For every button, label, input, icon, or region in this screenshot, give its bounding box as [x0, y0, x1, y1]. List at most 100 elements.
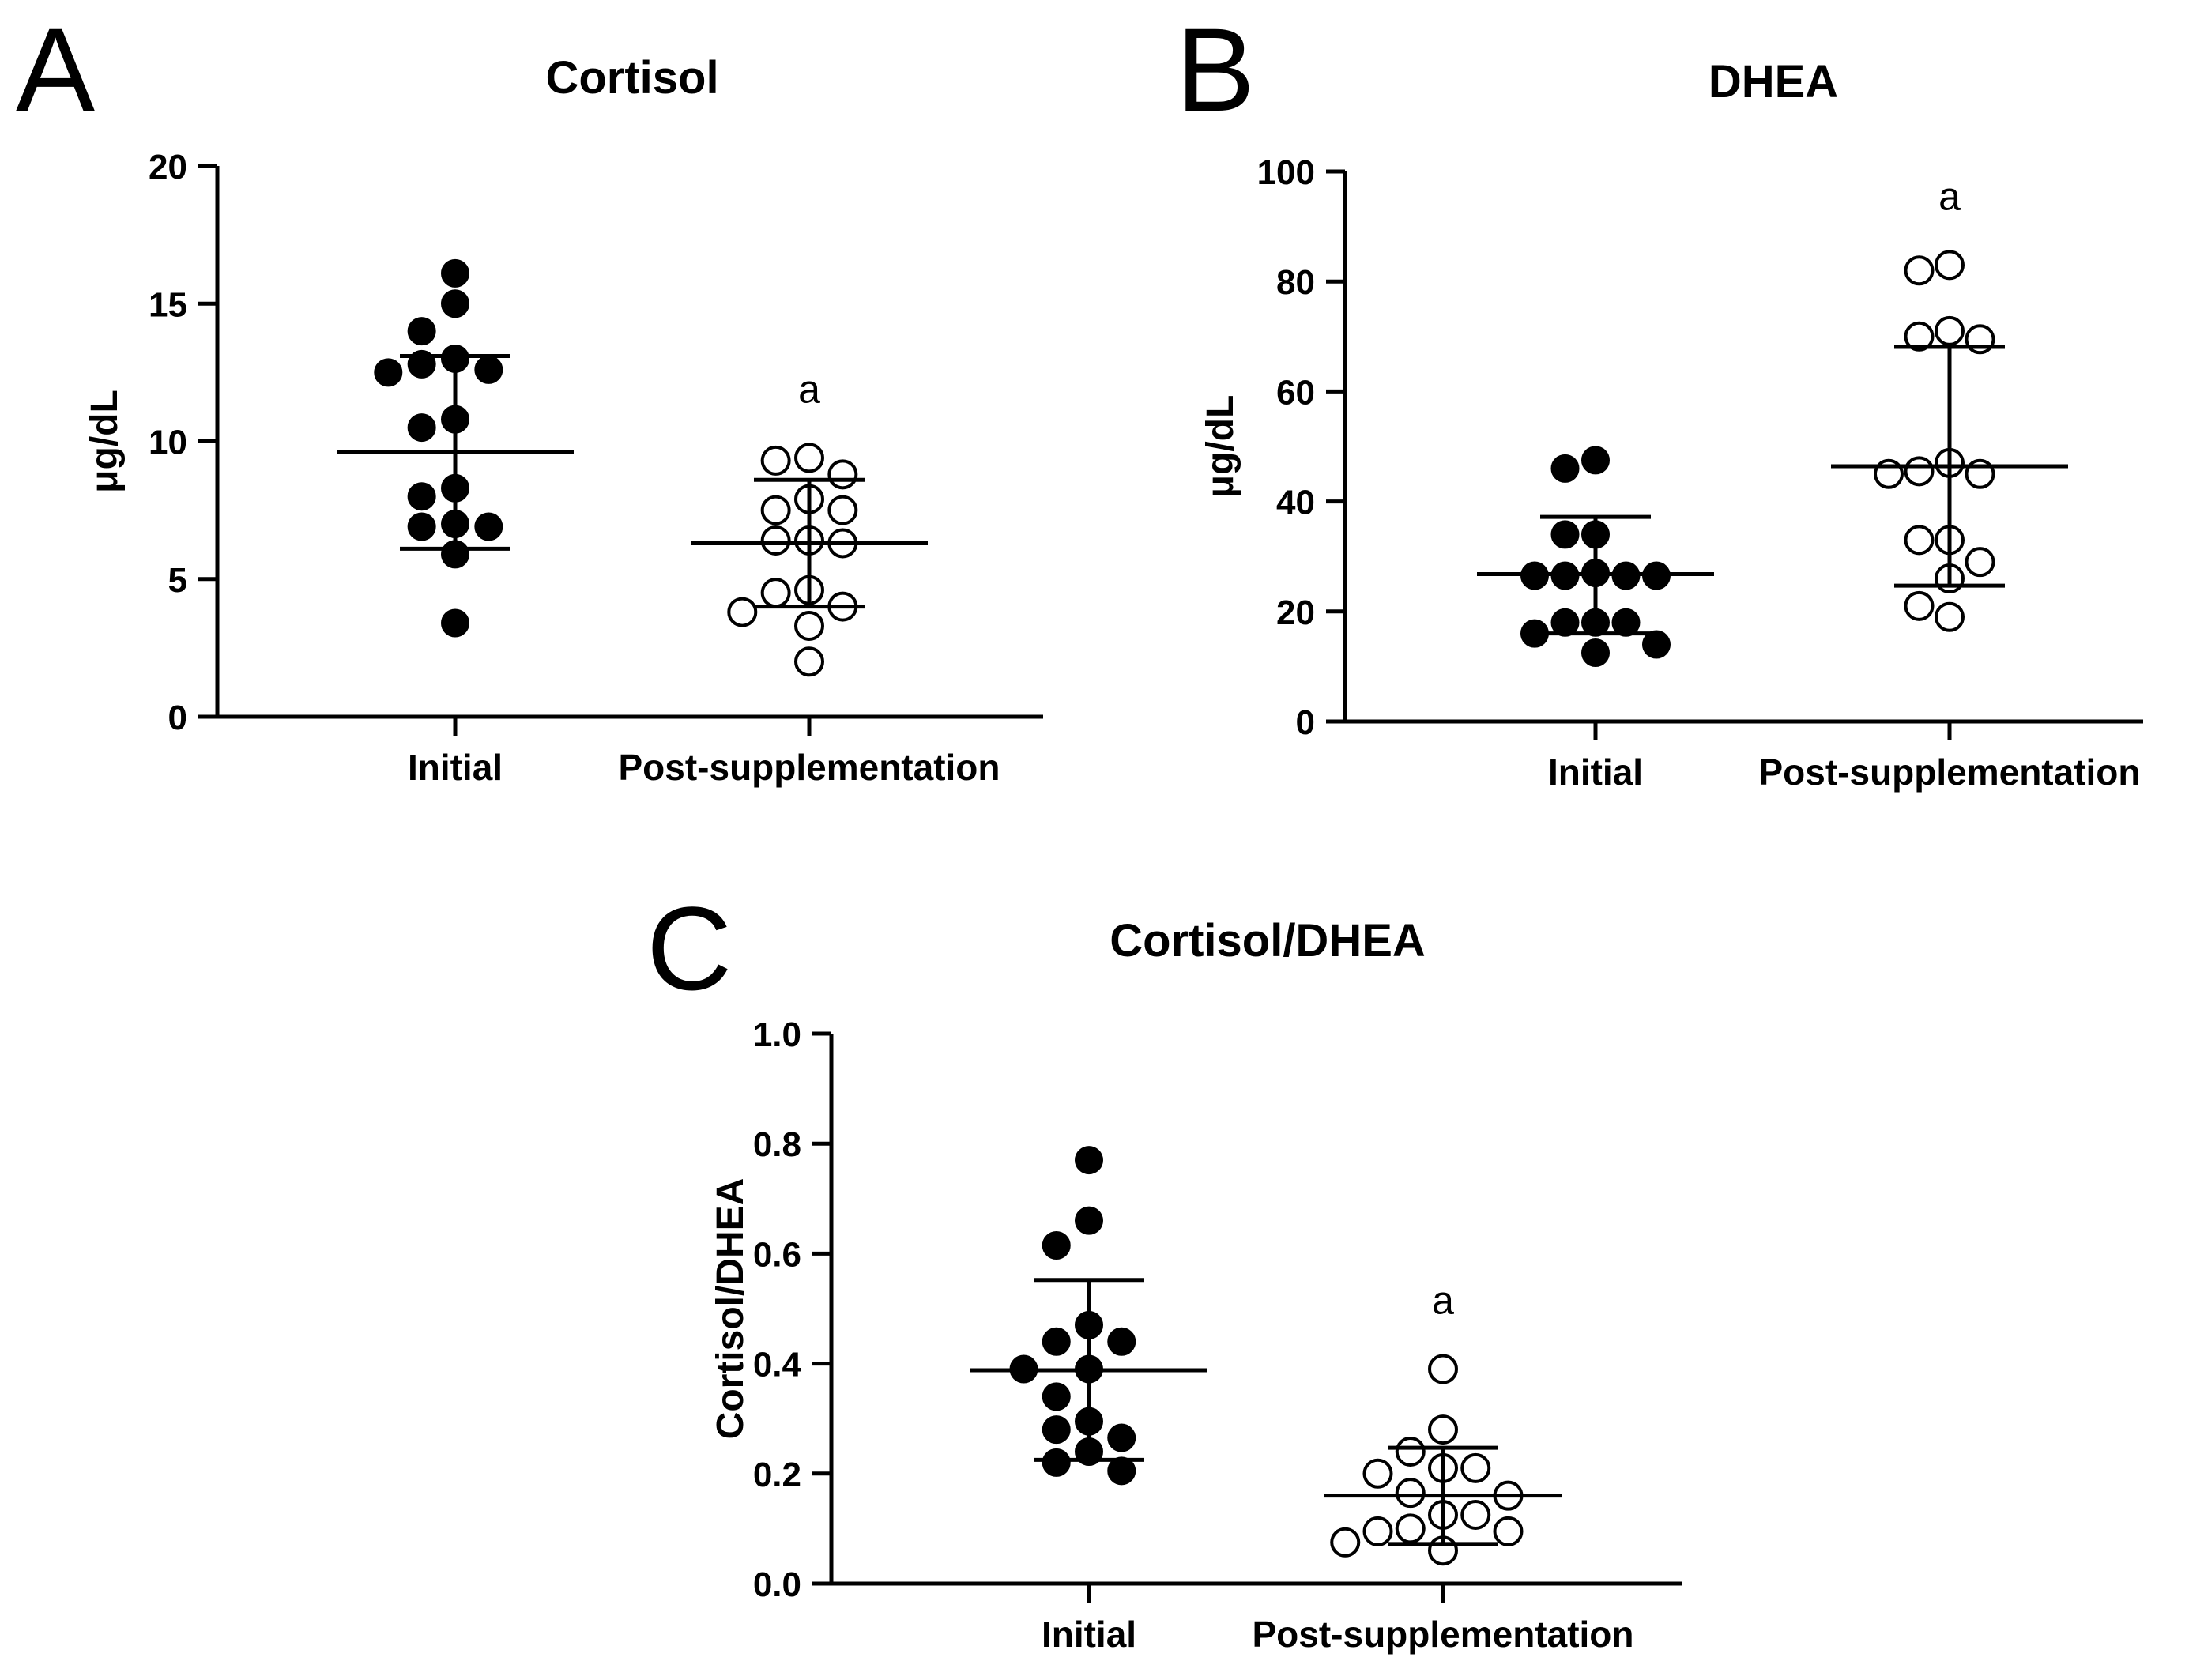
x-tick-label: Initial: [408, 747, 503, 788]
data-point: [1904, 525, 1935, 556]
data-point: [1042, 1448, 1071, 1477]
data-point: [1042, 1415, 1071, 1445]
data-point: [794, 443, 824, 473]
data-point: [1550, 454, 1580, 483]
panel-b: B DHEA 0 20 40 60 80 100 μg/dL Initial Post-supple…: [1176, 3, 2143, 793]
x-tick-label: Post-supplementation: [1252, 1614, 1633, 1655]
data-point: [1428, 1414, 1458, 1445]
data-point: [1107, 1327, 1136, 1356]
data-point: [727, 597, 758, 627]
data-point: [374, 358, 403, 387]
data-point: [760, 445, 791, 476]
data-point: [1075, 1146, 1103, 1175]
x-tick-label: Initial: [1042, 1614, 1136, 1655]
y-axis-label: Cortisol/DHEA: [710, 1178, 752, 1440]
chart-title: Cortisol: [545, 52, 718, 104]
panel-letter: C: [646, 882, 732, 1015]
group-initial: [970, 1146, 1207, 1486]
panel-a: A Cortisol 0 5 10 15 20 μg/dL Initial Post-supple…: [16, 3, 1043, 788]
group-post-supplementation: a: [1324, 1279, 1562, 1566]
data-point: [407, 317, 436, 346]
y-tick-label: 1.0: [753, 1015, 801, 1054]
y-tick-label: 0.6: [753, 1235, 801, 1274]
data-point: [1904, 456, 1935, 487]
y-tick-label: 5: [168, 561, 187, 600]
chart-title: DHEA: [1709, 56, 1838, 107]
data-point: [441, 289, 469, 318]
data-point: [1042, 1327, 1071, 1356]
data-point: [407, 482, 436, 511]
data-point: [1428, 1354, 1458, 1384]
data-point: [760, 578, 791, 608]
data-point: [1935, 315, 1965, 346]
data-point: [1395, 1436, 1426, 1467]
significance-marker: a: [798, 367, 820, 411]
data-point: [1395, 1513, 1426, 1544]
y-tick-label: 0: [168, 699, 187, 737]
data-point: [441, 258, 469, 288]
data-point: [1935, 601, 1965, 632]
data-point: [1904, 255, 1935, 286]
data-point: [1581, 638, 1610, 667]
data-point: [1362, 1458, 1393, 1489]
data-point: [827, 495, 858, 525]
data-point: [1611, 608, 1641, 637]
data-point: [1362, 1516, 1393, 1546]
data-point: [794, 610, 824, 641]
y-tick-label: 0.8: [753, 1125, 801, 1164]
y-tick-label: 0.0: [753, 1565, 801, 1604]
group-post-supplementation: a: [691, 367, 928, 677]
data-point: [1642, 630, 1671, 659]
significance-marker: a: [1432, 1279, 1454, 1323]
y-tick-label: 0.4: [753, 1346, 802, 1384]
chart-title: Cortisol/DHEA: [1110, 915, 1426, 966]
data-point: [1460, 1452, 1491, 1483]
data-point: [1581, 446, 1610, 475]
group-post-supplementation: a: [1831, 174, 2068, 632]
data-point: [407, 512, 436, 541]
data-point: [1904, 321, 1935, 352]
data-point: [1965, 547, 1995, 578]
data-point: [1107, 1456, 1136, 1486]
data-point: [474, 355, 503, 384]
data-point: [1107, 1423, 1136, 1452]
x-tick-label: Initial: [1548, 751, 1643, 793]
data-point: [1395, 1478, 1426, 1509]
data-point: [1330, 1527, 1361, 1558]
group-initial: [1477, 446, 1714, 667]
data-point: [1075, 1206, 1103, 1235]
y-axis-label: μg/dL: [1200, 395, 1241, 499]
y-tick-label: 40: [1276, 484, 1315, 522]
data-point: [1042, 1230, 1071, 1260]
data-point: [1550, 520, 1580, 549]
y-tick-label: 100: [1257, 153, 1315, 192]
data-point: [1042, 1382, 1071, 1411]
significance-marker: a: [1938, 174, 1961, 218]
y-tick-label: 60: [1276, 373, 1315, 412]
y-tick-label: 15: [149, 285, 187, 324]
data-point: [1935, 250, 1965, 281]
data-point: [827, 459, 858, 490]
data-point: [441, 608, 469, 638]
y-tick-label: 10: [149, 424, 187, 462]
data-point: [474, 512, 503, 541]
data-point: [1493, 1516, 1524, 1546]
panel-letter: A: [16, 3, 95, 136]
y-tick-label: 20: [1276, 593, 1315, 632]
data-point: [794, 646, 824, 677]
data-point: [760, 525, 791, 556]
panel-letter: B: [1176, 3, 1255, 136]
y-axis-label: μg/dL: [84, 390, 126, 493]
data-point: [760, 495, 791, 525]
y-tick-label: 0: [1296, 703, 1315, 742]
group-initial: [337, 258, 574, 638]
y-tick-label: 80: [1276, 263, 1315, 302]
panel-c: C Cortisol/DHEA 0.0 0.2 0.4 0.6 0.8 1.0 Cortisol…: [646, 882, 1682, 1655]
y-tick-label: 0.2: [753, 1456, 801, 1494]
data-point: [407, 413, 436, 443]
data-point: [1550, 608, 1580, 637]
y-tick-label: 20: [149, 148, 187, 186]
data-point: [1904, 590, 1935, 621]
x-tick-label: Post-supplementation: [1758, 751, 2140, 793]
x-tick-label: Post-supplementation: [618, 747, 1000, 788]
